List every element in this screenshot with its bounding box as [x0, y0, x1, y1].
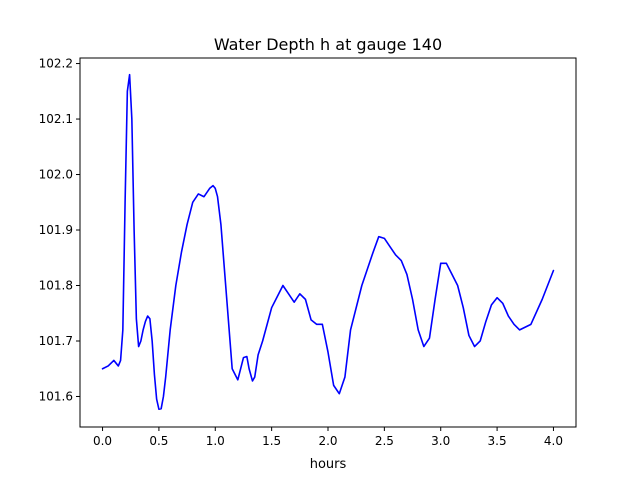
y-tick-label: 101.9	[39, 223, 73, 237]
x-tick-label: 1.0	[206, 434, 225, 448]
y-tick-label: 102.2	[39, 57, 73, 71]
y-tick-label: 101.7	[39, 334, 73, 348]
x-tick-label: 2.0	[318, 434, 337, 448]
y-tick-label: 101.8	[39, 279, 73, 293]
chart-title: Water Depth h at gauge 140	[214, 35, 442, 54]
x-tick-label: 4.0	[544, 434, 563, 448]
plot-area	[79, 57, 577, 428]
x-tick-label: 0.0	[93, 434, 112, 448]
x-tick-label: 3.5	[488, 434, 507, 448]
y-tick-label: 101.6	[39, 389, 73, 403]
x-tick-label: 2.5	[375, 434, 394, 448]
x-tick-label: 0.5	[149, 434, 168, 448]
y-axis: 101.6 101.7 101.8 101.9 102.0 102.1 102.2	[39, 57, 80, 403]
y-tick-label: 102.0	[39, 168, 73, 182]
x-axis: 0.0 0.5 1.0 1.5 2.0 2.5 3.0 3.5 4.0	[93, 427, 563, 448]
y-tick-label: 102.1	[39, 112, 73, 126]
x-tick-label: 3.0	[431, 434, 450, 448]
x-tick-label: 1.5	[262, 434, 281, 448]
series-line-0	[101, 73, 555, 411]
x-axis-label: hours	[310, 457, 347, 472]
